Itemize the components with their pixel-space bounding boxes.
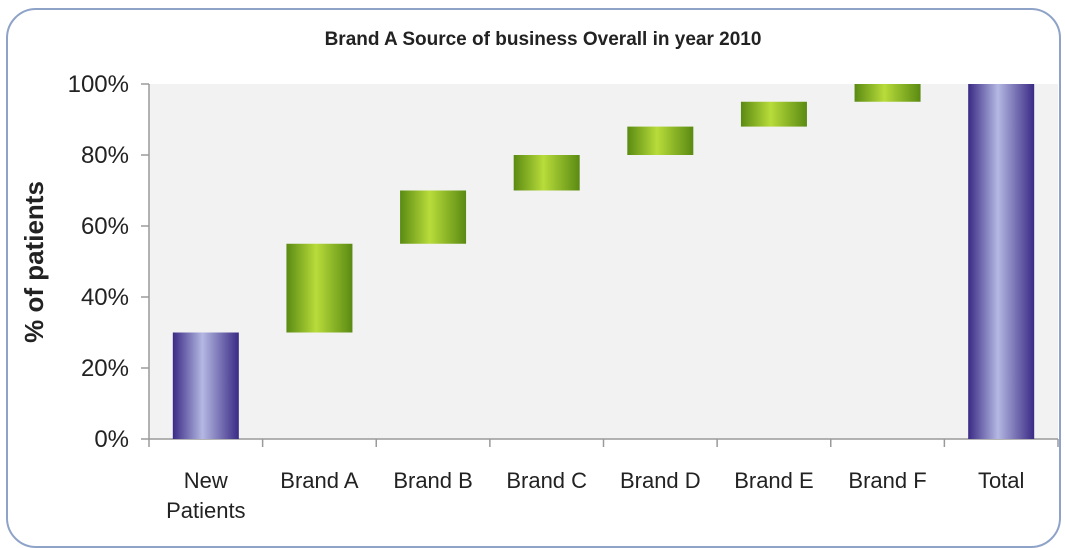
- bar-brand-e: [740, 101, 807, 127]
- bar-brand-c: [513, 155, 580, 191]
- bar-total: [968, 84, 1035, 439]
- x-category-label: Brand C: [506, 468, 587, 493]
- plot-area: [149, 84, 1058, 439]
- y-tick-label: 40%: [81, 284, 129, 311]
- y-axis-label: % of patients: [19, 181, 49, 343]
- chart-title: Brand A Source of business Overall in ye…: [325, 29, 762, 50]
- y-tick-label: 100%: [68, 71, 129, 98]
- y-tick-label: 80%: [81, 142, 129, 169]
- x-category-label: Brand D: [620, 468, 701, 493]
- x-category-label: Brand B: [393, 468, 473, 493]
- y-tick-label: 60%: [81, 213, 129, 240]
- x-category-label: Brand F: [848, 468, 926, 493]
- bar-brand-a: [286, 243, 353, 333]
- y-tick-label: 20%: [81, 355, 129, 382]
- x-category-label: Total: [978, 468, 1024, 493]
- bar-new-patients: [172, 332, 239, 439]
- x-category-label: Brand A: [280, 468, 359, 493]
- bar-brand-d: [627, 126, 694, 155]
- y-tick-label: 0%: [94, 426, 129, 453]
- x-category-label: New Patients: [166, 468, 246, 523]
- bar-brand-b: [400, 190, 467, 244]
- x-category-label: Brand E: [734, 468, 814, 493]
- bar-brand-f: [854, 84, 921, 102]
- waterfall-chart: Brand A Source of business Overall in ye…: [19, 29, 1059, 523]
